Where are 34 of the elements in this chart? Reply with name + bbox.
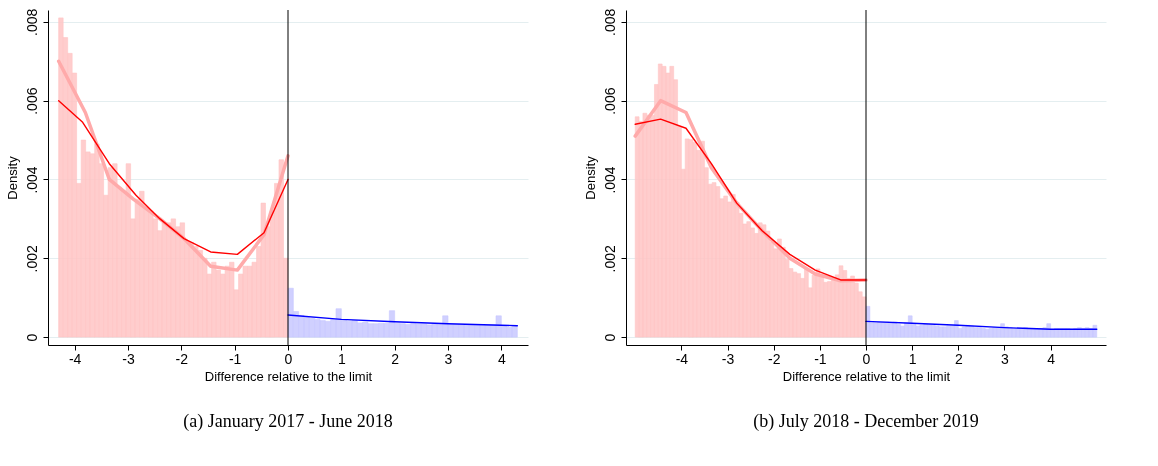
y-tick-label: .008 xyxy=(23,8,40,36)
x-tick-label: 0 xyxy=(862,350,871,367)
x-axis-title: Difference relative to the limit xyxy=(204,368,373,384)
y-axis-title: Density xyxy=(4,155,20,200)
text: (b) July 2018 - December 2019 xyxy=(753,411,979,432)
x-tick-label: 2 xyxy=(954,350,963,367)
y-axis-title: Density xyxy=(582,155,598,200)
x-tick-label: 3 xyxy=(444,350,453,367)
y-tick-label: .006 xyxy=(23,87,40,115)
x-tick-label: 3 xyxy=(1001,350,1010,367)
x-tick-label: 1 xyxy=(908,350,917,367)
x-axis-title: Difference relative to the limit xyxy=(782,368,951,384)
text: (a) January 2017 - June 2018 xyxy=(183,411,393,432)
x-tick-label: -2 xyxy=(175,350,189,367)
x-tick-label: 0 xyxy=(284,350,293,367)
x-tick-label: -3 xyxy=(721,350,735,367)
y-tick-label: 0 xyxy=(23,333,40,342)
y-tick-label: .002 xyxy=(601,244,618,273)
y-tick-label: .004 xyxy=(23,166,40,194)
x-tick-label: -4 xyxy=(68,350,82,367)
x-tick-label: -2 xyxy=(767,350,781,367)
y-tick-label: .008 xyxy=(601,8,618,36)
x-tick-label: -1 xyxy=(228,350,242,367)
x-tick-label: 2 xyxy=(391,350,400,367)
x-tick-label: -4 xyxy=(675,350,689,367)
x-tick-label: -3 xyxy=(122,350,135,367)
y-tick-label: 0 xyxy=(601,333,618,342)
x-tick-label: 4 xyxy=(1047,350,1056,367)
y-tick-label: .004 xyxy=(601,166,618,194)
x-tick-label: 4 xyxy=(497,350,506,367)
x-tick-label: 1 xyxy=(337,350,346,367)
y-tick-label: .006 xyxy=(601,87,618,115)
x-tick-label: -1 xyxy=(814,350,827,367)
y-tick-label: .002 xyxy=(23,244,40,273)
